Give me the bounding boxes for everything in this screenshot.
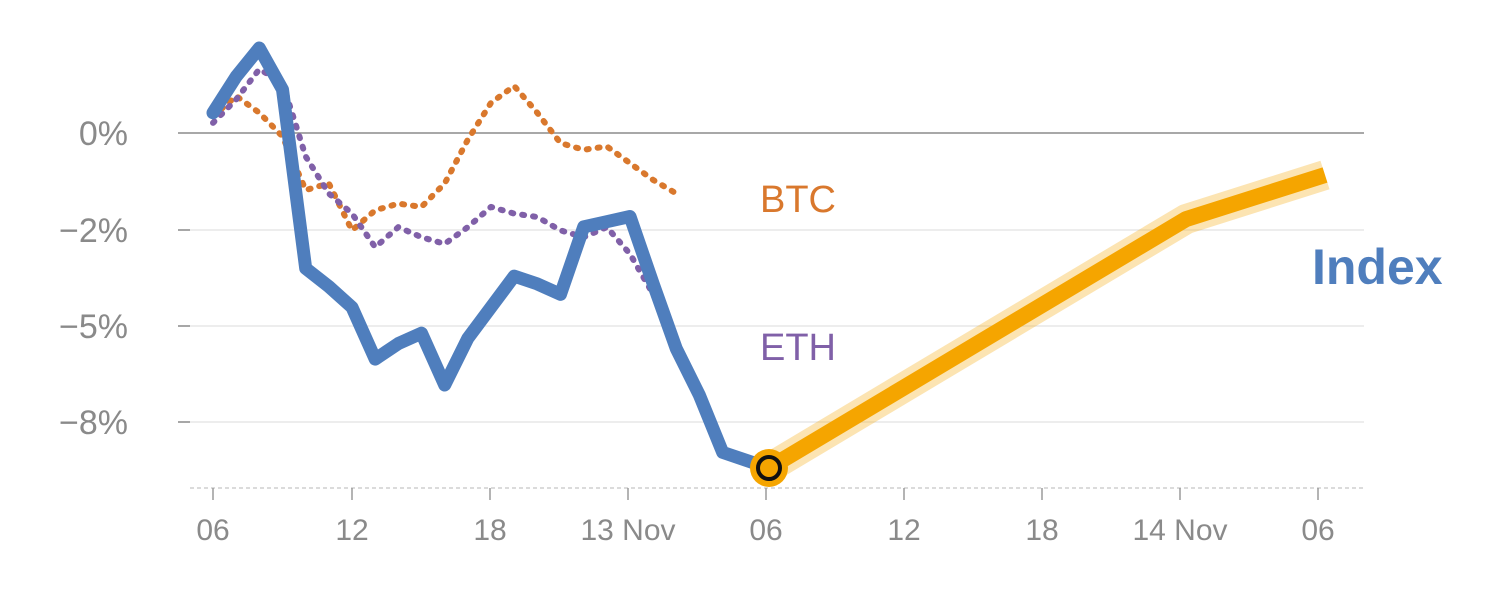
- x-tick-label: 18: [1025, 514, 1058, 547]
- y-tick-label: −8%: [59, 404, 128, 442]
- x-tick-label: 06: [196, 514, 229, 547]
- labels: BTC ETH Index: [760, 179, 1443, 369]
- eth-label: ETH: [760, 327, 836, 369]
- axes: 0% −2% −5% −8% 06 12 18 13 Nov 06 12 18 14 Nov 06: [59, 115, 1364, 547]
- y-tick-label: −2%: [59, 212, 128, 250]
- projection-line: [764, 167, 1328, 475]
- index-series-line: [206, 41, 776, 475]
- y-tick-label: 0%: [79, 115, 128, 153]
- x-tick-label: 18: [473, 514, 506, 547]
- x-tick-label: 12: [335, 514, 368, 547]
- x-tick-label: 06: [1301, 514, 1334, 547]
- series-lines: [206, 41, 1330, 487]
- index-label: Index: [1312, 239, 1443, 295]
- x-tick-label: 12: [887, 514, 920, 547]
- x-tick-label: 14 Nov: [1132, 514, 1227, 547]
- highlight-point: [756, 455, 782, 481]
- x-tick-label: 13 Nov: [580, 514, 675, 547]
- gridlines: [178, 132, 1364, 423]
- y-tick-label: −5%: [59, 308, 128, 346]
- btc-label: BTC: [760, 179, 836, 221]
- x-tick-label: 06: [749, 514, 782, 547]
